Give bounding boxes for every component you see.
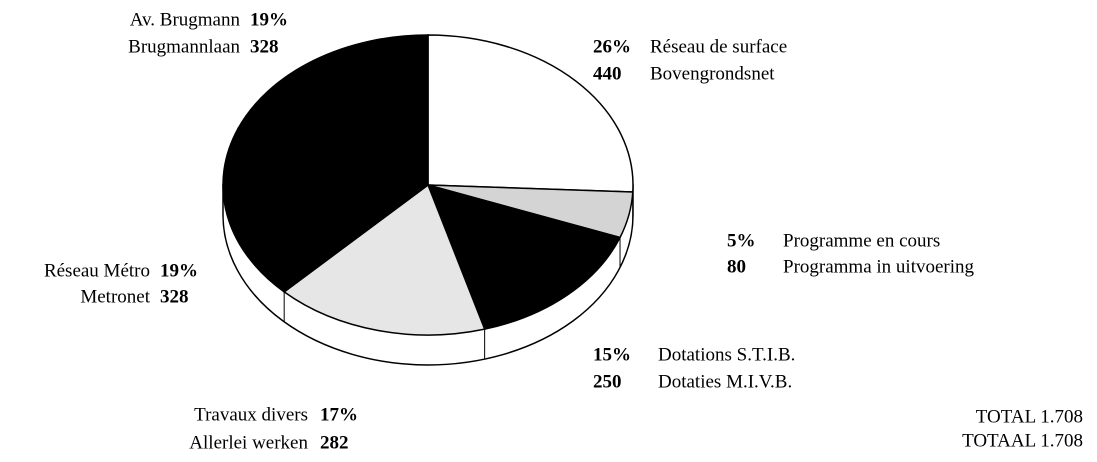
slice-percent: 17% — [320, 404, 358, 425]
pie-slice — [237, 34, 429, 187]
pie-slice — [282, 183, 486, 336]
slice-name-fr: Dotations S.T.I.B. — [658, 344, 795, 365]
total-fr: TOTAL 1.708 — [976, 406, 1083, 427]
slice-percent: 19% — [160, 260, 198, 281]
slice-percent: 15% — [593, 344, 631, 365]
slice-percent: 19% — [250, 9, 288, 30]
slice-name-fr: Travaux divers — [194, 404, 308, 425]
total-nl: TOTAAL 1.708 — [962, 430, 1083, 451]
slice-name-nl: Dotaties M.I.V.B. — [658, 371, 792, 392]
pie-slice — [222, 127, 430, 293]
slice-name-fr: Programme en cours — [783, 230, 940, 251]
slice-name-nl: Allerlei werken — [189, 432, 308, 453]
slice-amount: 250 — [593, 371, 622, 392]
slice-percent: 26% — [593, 36, 631, 57]
slice-name-nl: Metronet — [80, 286, 150, 307]
slice-amount: 440 — [593, 63, 622, 84]
slice-name-nl: Bovengrondsnet — [650, 63, 775, 84]
slice-percent: 5% — [727, 230, 756, 251]
slice-amount: 80 — [727, 256, 746, 277]
pie-slice — [427, 34, 634, 193]
slice-name-fr: Réseau Métro — [44, 260, 150, 281]
slice-name-fr: Réseau de surface — [650, 36, 787, 57]
pie-slice — [426, 183, 622, 331]
slice-name-fr: Av. Brugmann — [130, 9, 241, 30]
slice-amount: 328 — [250, 36, 279, 57]
slice-name-nl: Brugmannlaan — [128, 36, 240, 57]
slice-amount: 282 — [320, 432, 349, 453]
slice-amount: 328 — [160, 286, 189, 307]
slice-name-nl: Programma in uitvoering — [783, 256, 975, 277]
